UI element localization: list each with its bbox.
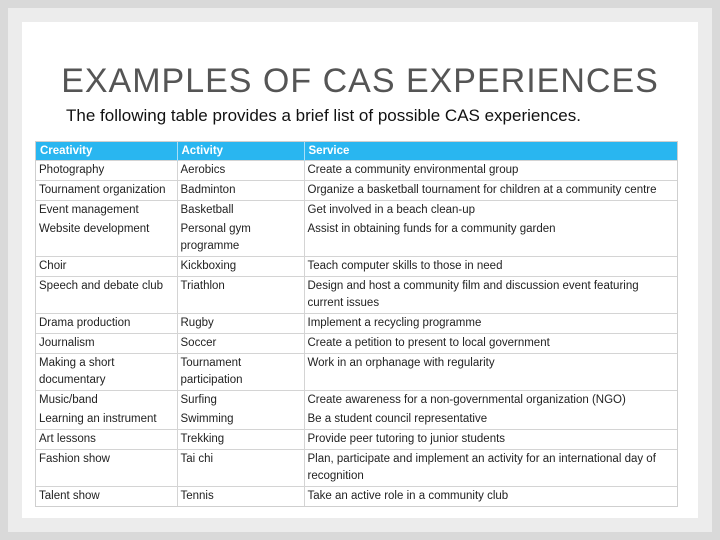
table-row: Website development Personal gym programm… <box>36 220 677 257</box>
activity-cell: Tennis <box>177 486 305 506</box>
activity-cell: Surfing <box>177 390 305 410</box>
creativity-cell: Making a short documentary <box>36 353 178 391</box>
table-row: Learning an instrument Swimming Be a stude… <box>36 410 677 430</box>
creativity-cell: Drama production <box>36 313 178 334</box>
slide: EXAMPLES OF CAS EXPERIENCES The followin… <box>8 8 712 532</box>
cas-table: Creativity Activity Service Photography A… <box>35 141 678 507</box>
table-row: Art lessons Trekking Provide peer tutoring… <box>36 429 677 450</box>
activity-cell: Swimming <box>177 410 305 430</box>
service-cell: Create a community environmental group <box>304 160 677 181</box>
creativity-cell: Art lessons <box>36 429 178 450</box>
service-cell: Assist in obtaining funds for a communit… <box>307 223 556 235</box>
creativity-cell: Talent show <box>36 486 178 506</box>
activity-cell: Personal gym programme <box>177 220 305 257</box>
activity-cell: Triathlon <box>177 276 305 314</box>
service-cell: Teach computer skills to those in need <box>304 256 677 277</box>
creativity-cell: Music/band <box>36 390 178 410</box>
table-row: Drama production Rugby Implement a recycli… <box>36 313 677 334</box>
service-cell: Design and host a community film and dis… <box>304 276 677 314</box>
slide-title: EXAMPLES OF CAS EXPERIENCES <box>61 62 659 100</box>
table-row: Photography Aerobics Create a community en… <box>36 160 677 181</box>
table-row: Talent show Tennis Take an active role in … <box>36 486 677 506</box>
table-row: Speech and debate club Triathlon Design an… <box>36 276 677 314</box>
creativity-cell: Website development <box>36 220 178 257</box>
header-activity: Activity <box>177 142 305 161</box>
table-row: Event management Basketball Get involved i… <box>36 200 677 220</box>
table-row: Journalism Soccer Create a petition to pre… <box>36 333 677 354</box>
activity-cell: Tournament participation <box>177 353 305 391</box>
service-cell: Work in an orphanage with regularity <box>304 353 677 391</box>
table-header-row: Creativity Activity Service <box>36 142 677 161</box>
service-cell: Create awareness for a non-governmental … <box>304 390 677 410</box>
service-cell: Take an active role in a community club <box>304 486 677 506</box>
creativity-cell: Photography <box>36 160 178 181</box>
creativity-cell: Journalism <box>36 333 178 354</box>
slide-subtitle: The following table provides a brief lis… <box>66 106 581 125</box>
table-row: Fashion show Tai chi Plan, participate and… <box>36 449 677 487</box>
activity-cell: Badminton <box>177 180 305 201</box>
creativity-cell: Speech and debate club <box>36 276 178 314</box>
service-cell: Create a petition to present to local go… <box>304 333 677 354</box>
table-body: Photography Aerobics Create a community en… <box>36 160 677 506</box>
creativity-cell: Choir <box>36 256 178 277</box>
activity-cell: Tai chi <box>177 449 305 487</box>
activity-cell: Soccer <box>177 333 305 354</box>
service-cell: Be a student council representative <box>307 413 488 425</box>
table-row: Choir Kickboxing Teach computer skills to … <box>36 256 677 277</box>
activity-cell: Aerobics <box>177 160 305 181</box>
service-cell: Implement a recycling programme <box>304 313 677 334</box>
service-cell: Get involved in a beach clean-up <box>304 200 677 220</box>
activity-cell: Rugby <box>177 313 305 334</box>
service-cell: Organize a basketball tournament for chi… <box>304 180 677 201</box>
service-cell: Plan, participate and implement an activ… <box>304 449 677 487</box>
table-row: Music/band Surfing Create awareness for a … <box>36 390 677 410</box>
activity-cell: Basketball <box>177 200 305 220</box>
service-cell: Provide peer tutoring to junior students <box>304 429 677 450</box>
creativity-cell: Tournament organization <box>36 180 178 201</box>
creativity-cell: Fashion show <box>36 449 178 487</box>
creativity-cell: Learning an instrument <box>36 410 178 430</box>
activity-cell: Kickboxing <box>177 256 305 277</box>
creativity-cell: Event management <box>36 200 178 220</box>
table-row: Making a short documentary Tournament par… <box>36 353 677 391</box>
header-creativity: Creativity <box>36 142 178 161</box>
header-service: Service <box>304 142 677 161</box>
activity-cell: Trekking <box>177 429 305 450</box>
table-row: Tournament organization Badminton Organize… <box>36 180 677 201</box>
